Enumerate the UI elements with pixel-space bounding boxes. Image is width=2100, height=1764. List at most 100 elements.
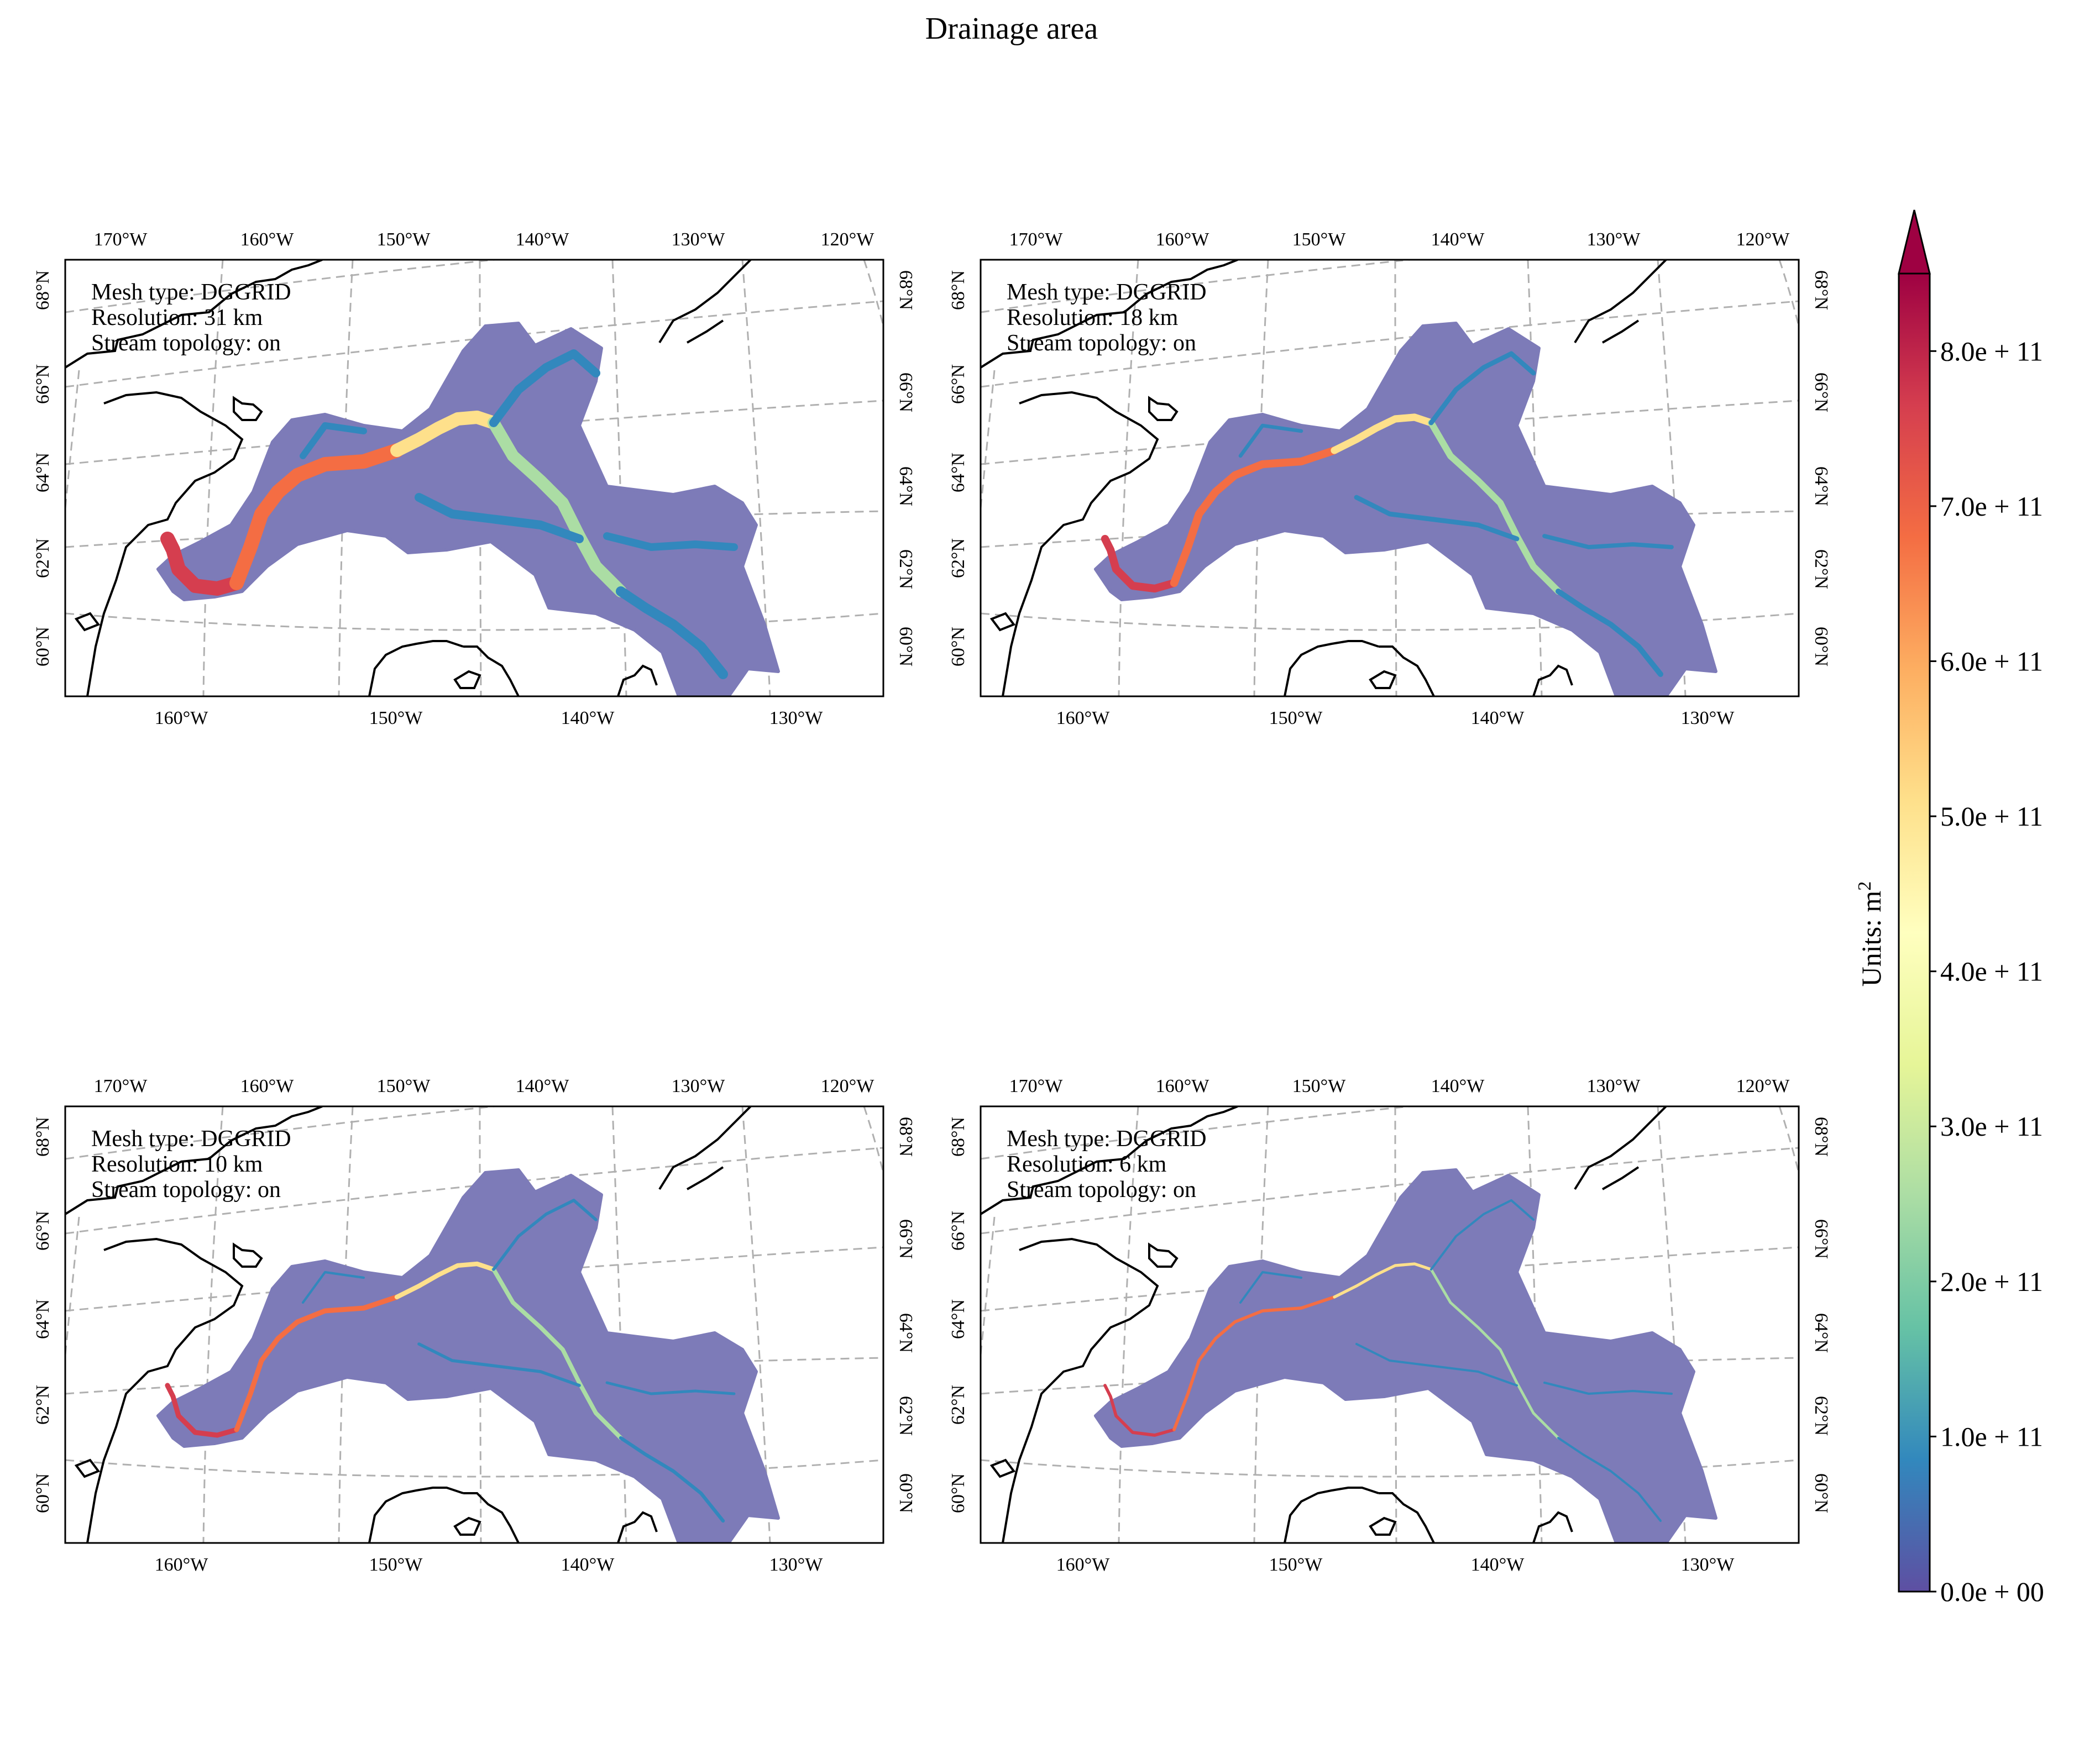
coastline bbox=[86, 391, 244, 696]
colorbar-gradient bbox=[1898, 272, 1931, 1593]
colorbar: 0.0e + 00 1.0e + 11 2.0e + 11 3.0e + 11 4.0e… bbox=[1855, 209, 2044, 1607]
coastline bbox=[1602, 1166, 1640, 1190]
coastline bbox=[1574, 260, 1667, 344]
graticule-line bbox=[1118, 260, 1139, 696]
right-lat-tick-label: 66°N bbox=[895, 372, 916, 412]
right-lat-tick-label: 66°N bbox=[1811, 1219, 1831, 1259]
bottom-lon-tick-label: 130°W bbox=[1681, 1555, 1735, 1575]
coastline bbox=[453, 1516, 481, 1536]
coastline bbox=[1574, 1106, 1667, 1190]
left-lat-tick-label: 68°N bbox=[33, 1117, 53, 1157]
stream-channel bbox=[1103, 1384, 1176, 1437]
top-lon-tick-label: 130°W bbox=[672, 229, 726, 250]
graticule-line bbox=[65, 1147, 883, 1235]
right-lat-tick-label: 60°N bbox=[1811, 1473, 1831, 1513]
top-lon-tick-label: 140°W bbox=[516, 1076, 570, 1096]
left-lat-tick-label: 60°N bbox=[33, 627, 53, 666]
stream-channel bbox=[1170, 446, 1339, 587]
stream-channel bbox=[417, 1342, 581, 1387]
top-lon-tick-label: 160°W bbox=[240, 229, 295, 250]
basin-mesh bbox=[1094, 1168, 1717, 1543]
map-frame bbox=[980, 259, 1800, 697]
stream-channel bbox=[1542, 534, 1674, 549]
coastline bbox=[368, 1487, 464, 1543]
colorbar-tick-label: 3.0e + 11 bbox=[1940, 1111, 2043, 1142]
stream-channel bbox=[1427, 419, 1562, 595]
coastline bbox=[981, 260, 1238, 369]
colorbar-tick-label: 5.0e + 11 bbox=[1940, 801, 2043, 832]
left-lat-tick-label: 68°N bbox=[948, 1117, 968, 1157]
bottom-lon-tick-label: 140°W bbox=[1471, 1555, 1525, 1575]
map-panel-3: 170°W 160°W 150°W 140°W 130°W 120°W 160°W 150°W… bbox=[33, 1076, 916, 1575]
bottom-lon-tick-label: 150°W bbox=[369, 1555, 423, 1575]
left-lat-tick-label: 68°N bbox=[948, 270, 968, 310]
graticule-line bbox=[863, 1106, 883, 1173]
bottom-lon-tick-label: 150°W bbox=[1269, 1555, 1323, 1575]
left-lat-tick-label: 64°N bbox=[948, 453, 968, 492]
bottom-lon-tick-label: 130°W bbox=[1681, 708, 1735, 728]
top-lon-tick-label: 170°W bbox=[94, 1076, 148, 1096]
stream-topology-label: Stream topology: on bbox=[91, 330, 281, 356]
top-lon-tick-label: 160°W bbox=[1156, 1076, 1210, 1096]
top-lon-tick-label: 120°W bbox=[821, 229, 875, 250]
coastline bbox=[989, 1458, 1016, 1478]
stream-channel bbox=[1238, 423, 1303, 458]
stream-channel bbox=[394, 1261, 496, 1300]
mesh-type-label: Mesh type: DGGRID bbox=[91, 280, 291, 305]
stream-channel bbox=[488, 417, 627, 597]
coastline bbox=[1284, 640, 1379, 696]
graticule-line bbox=[611, 260, 627, 696]
coastline bbox=[453, 670, 481, 689]
coastline bbox=[658, 1106, 752, 1190]
coastline bbox=[65, 1106, 323, 1215]
coastline bbox=[989, 612, 1016, 632]
colorbar-tick-label: 8.0e + 11 bbox=[1940, 335, 2043, 366]
bottom-lon-tick-label: 160°W bbox=[155, 1555, 209, 1575]
left-lat-tick-label: 60°N bbox=[948, 1473, 968, 1513]
coastline bbox=[1532, 664, 1573, 696]
stream-channel bbox=[300, 422, 367, 459]
basin-mesh bbox=[1094, 322, 1717, 696]
stream-channel bbox=[1557, 1437, 1662, 1522]
right-lat-tick-label: 62°N bbox=[1811, 549, 1831, 589]
bottom-lon-tick-label: 160°W bbox=[1056, 708, 1111, 728]
coastline bbox=[233, 1242, 263, 1268]
coastline bbox=[617, 664, 658, 696]
resolution-label: Resolution: 10 km bbox=[91, 1152, 263, 1177]
basin-mesh bbox=[156, 1168, 780, 1543]
top-lon-tick-label: 120°W bbox=[1736, 1076, 1790, 1096]
stream-channel bbox=[603, 532, 738, 551]
colorbar-tick-label: 4.0e + 11 bbox=[1940, 956, 2043, 987]
right-lat-tick-label: 68°N bbox=[1811, 270, 1831, 310]
coastline bbox=[687, 319, 724, 344]
resolution-label: Resolution: 18 km bbox=[1007, 305, 1179, 330]
bottom-lon-tick-label: 160°W bbox=[155, 708, 209, 728]
right-lat-tick-label: 68°N bbox=[895, 1117, 916, 1157]
coastline bbox=[86, 1237, 244, 1543]
left-lat-tick-label: 62°N bbox=[33, 538, 53, 578]
bottom-lon-tick-label: 140°W bbox=[561, 1555, 615, 1575]
left-lat-tick-label: 62°N bbox=[33, 1385, 53, 1425]
top-lon-tick-label: 140°W bbox=[1431, 1076, 1485, 1096]
right-lat-tick-label: 68°N bbox=[895, 270, 916, 310]
coastline bbox=[1369, 670, 1397, 689]
graticule-line bbox=[611, 1106, 627, 1543]
graticule-line bbox=[981, 260, 1418, 313]
coastline bbox=[65, 260, 323, 369]
left-lat-tick-label: 66°N bbox=[948, 364, 968, 404]
colorbar-extend-arrow bbox=[1898, 209, 1931, 275]
stream-channel bbox=[605, 1381, 736, 1395]
top-lon-tick-label: 150°W bbox=[377, 229, 431, 250]
left-lat-tick-label: 68°N bbox=[33, 270, 53, 310]
left-lat-tick-label: 66°N bbox=[948, 1211, 968, 1251]
right-lat-tick-label: 64°N bbox=[895, 466, 916, 506]
graticule-line bbox=[1118, 1106, 1139, 1543]
graticule-line bbox=[202, 1106, 224, 1543]
stream-channel bbox=[1429, 1268, 1560, 1440]
left-lat-tick-label: 60°N bbox=[33, 1473, 53, 1513]
coastline bbox=[981, 1106, 1238, 1215]
colorbar-tick-label: 6.0e + 11 bbox=[1940, 645, 2043, 676]
top-lon-tick-label: 120°W bbox=[821, 1076, 875, 1096]
left-lat-tick-label: 62°N bbox=[948, 1385, 968, 1425]
stream-channel bbox=[1239, 1271, 1302, 1304]
